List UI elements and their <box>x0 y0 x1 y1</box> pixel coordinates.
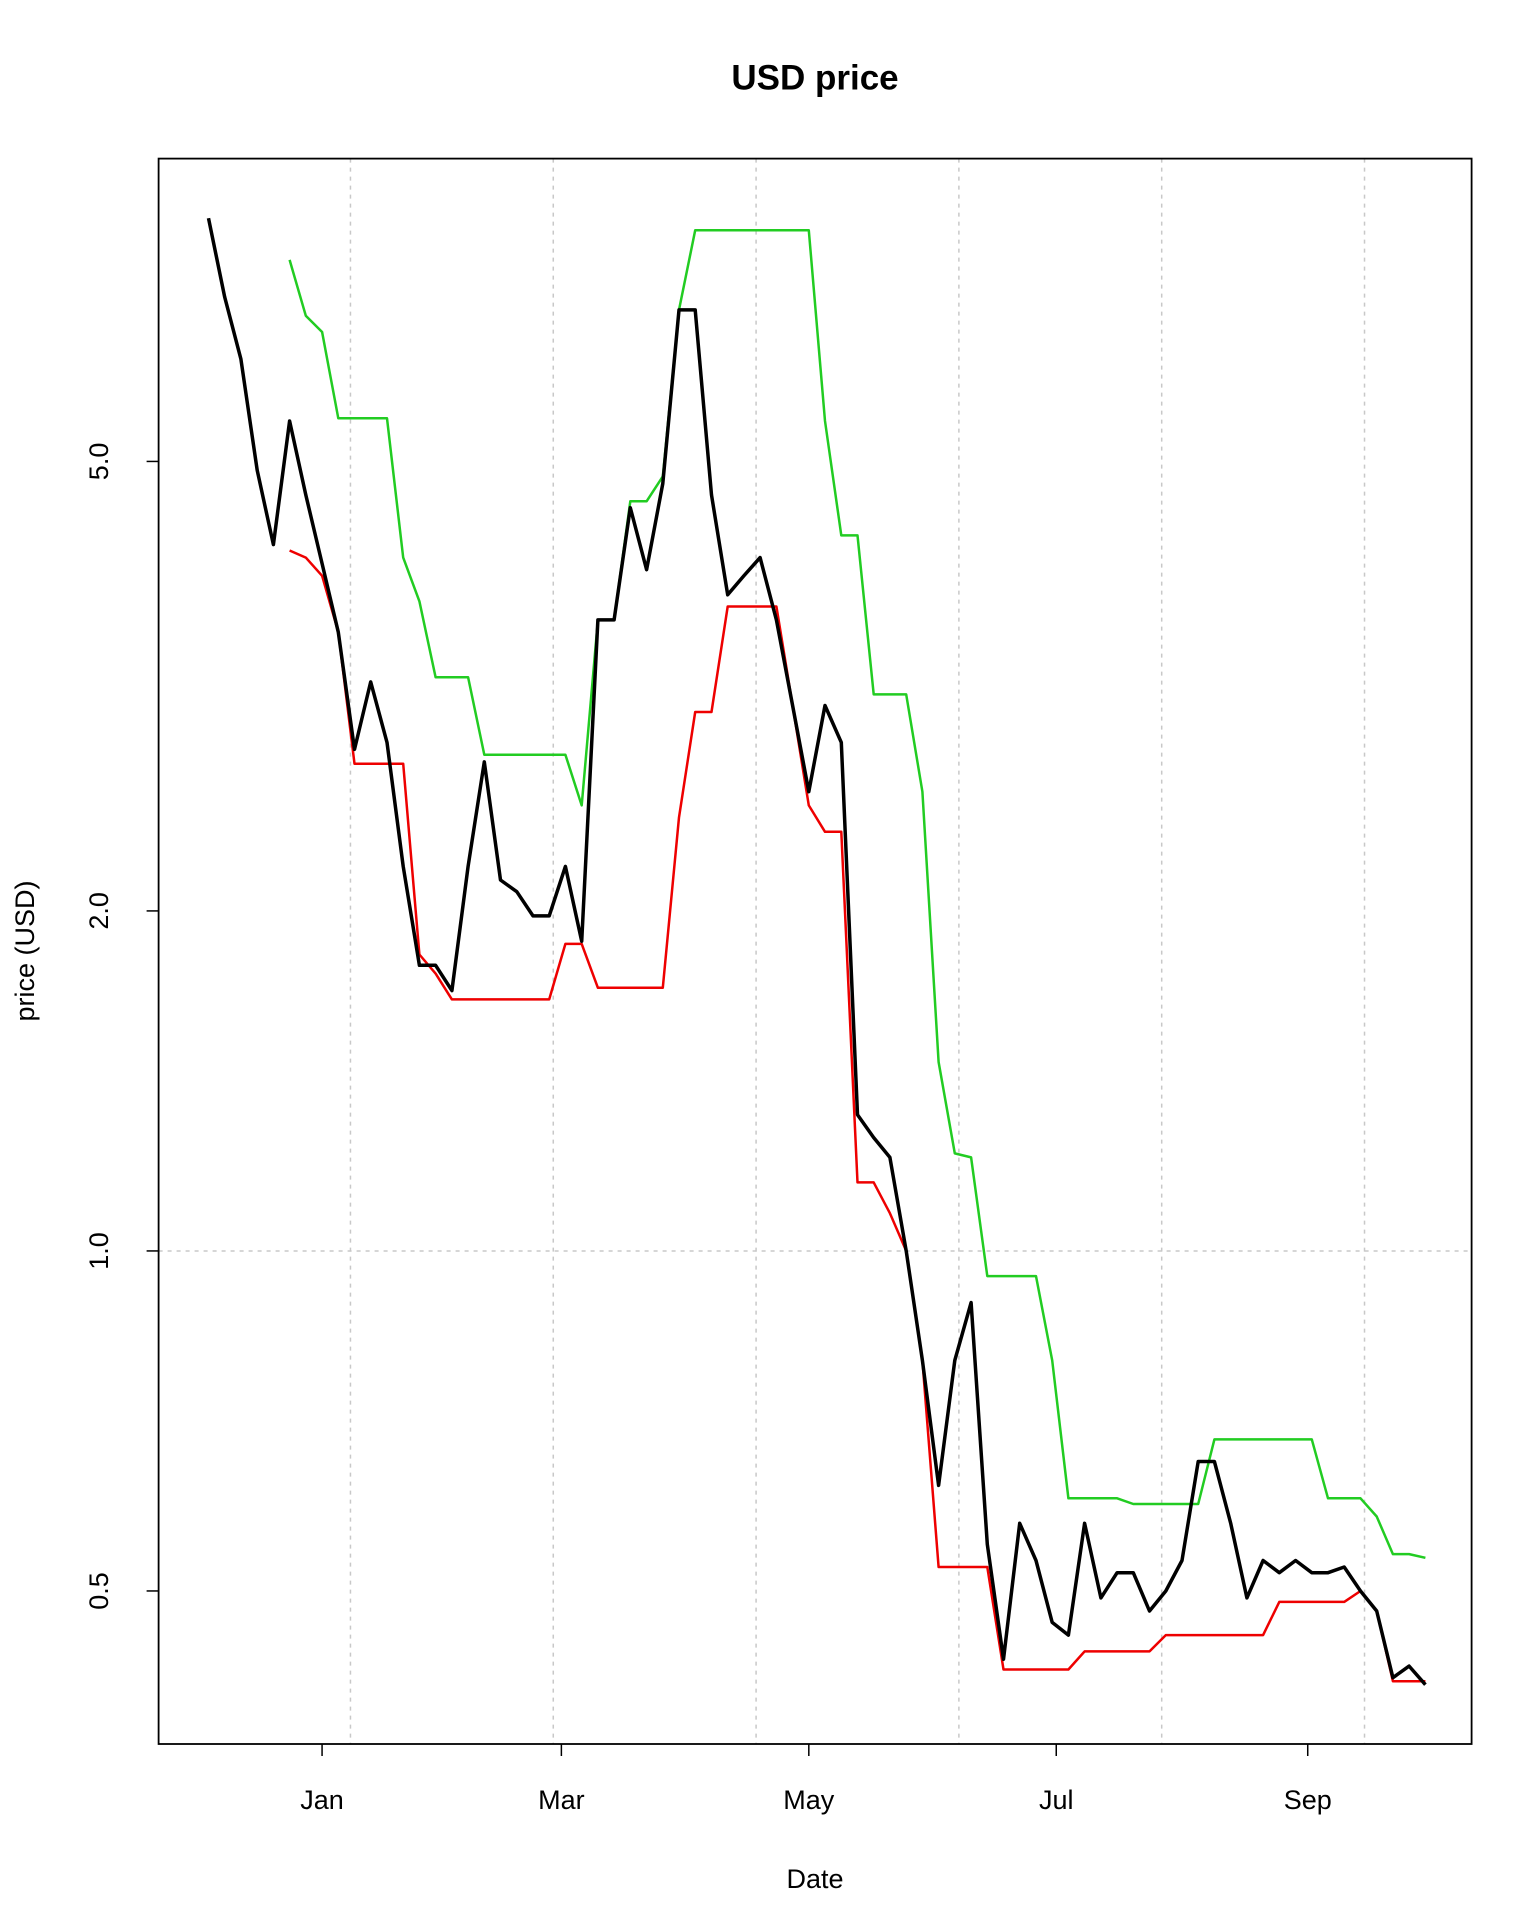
y-tick-label: 1.0 <box>84 1232 114 1270</box>
chart-title: USD price <box>731 58 898 97</box>
y-axis-label: price (USD) <box>10 880 40 1021</box>
x-axis-label: Date <box>786 1864 843 1894</box>
price-line <box>289 549 1426 1683</box>
y-tick-label: 5.0 <box>84 443 114 481</box>
price-line <box>288 229 1426 1560</box>
price-line <box>206 217 1427 1686</box>
plot-frame <box>157 157 1473 1745</box>
x-tick-label: Sep <box>1284 1785 1332 1815</box>
y-tick-label: 2.0 <box>84 892 114 930</box>
y-tick-label: 0.5 <box>84 1572 114 1610</box>
x-tick-label: Jan <box>300 1785 344 1815</box>
x-tick-label: May <box>783 1785 835 1815</box>
x-tick-label: Mar <box>538 1785 585 1815</box>
x-tick-label: Jul <box>1039 1785 1074 1815</box>
